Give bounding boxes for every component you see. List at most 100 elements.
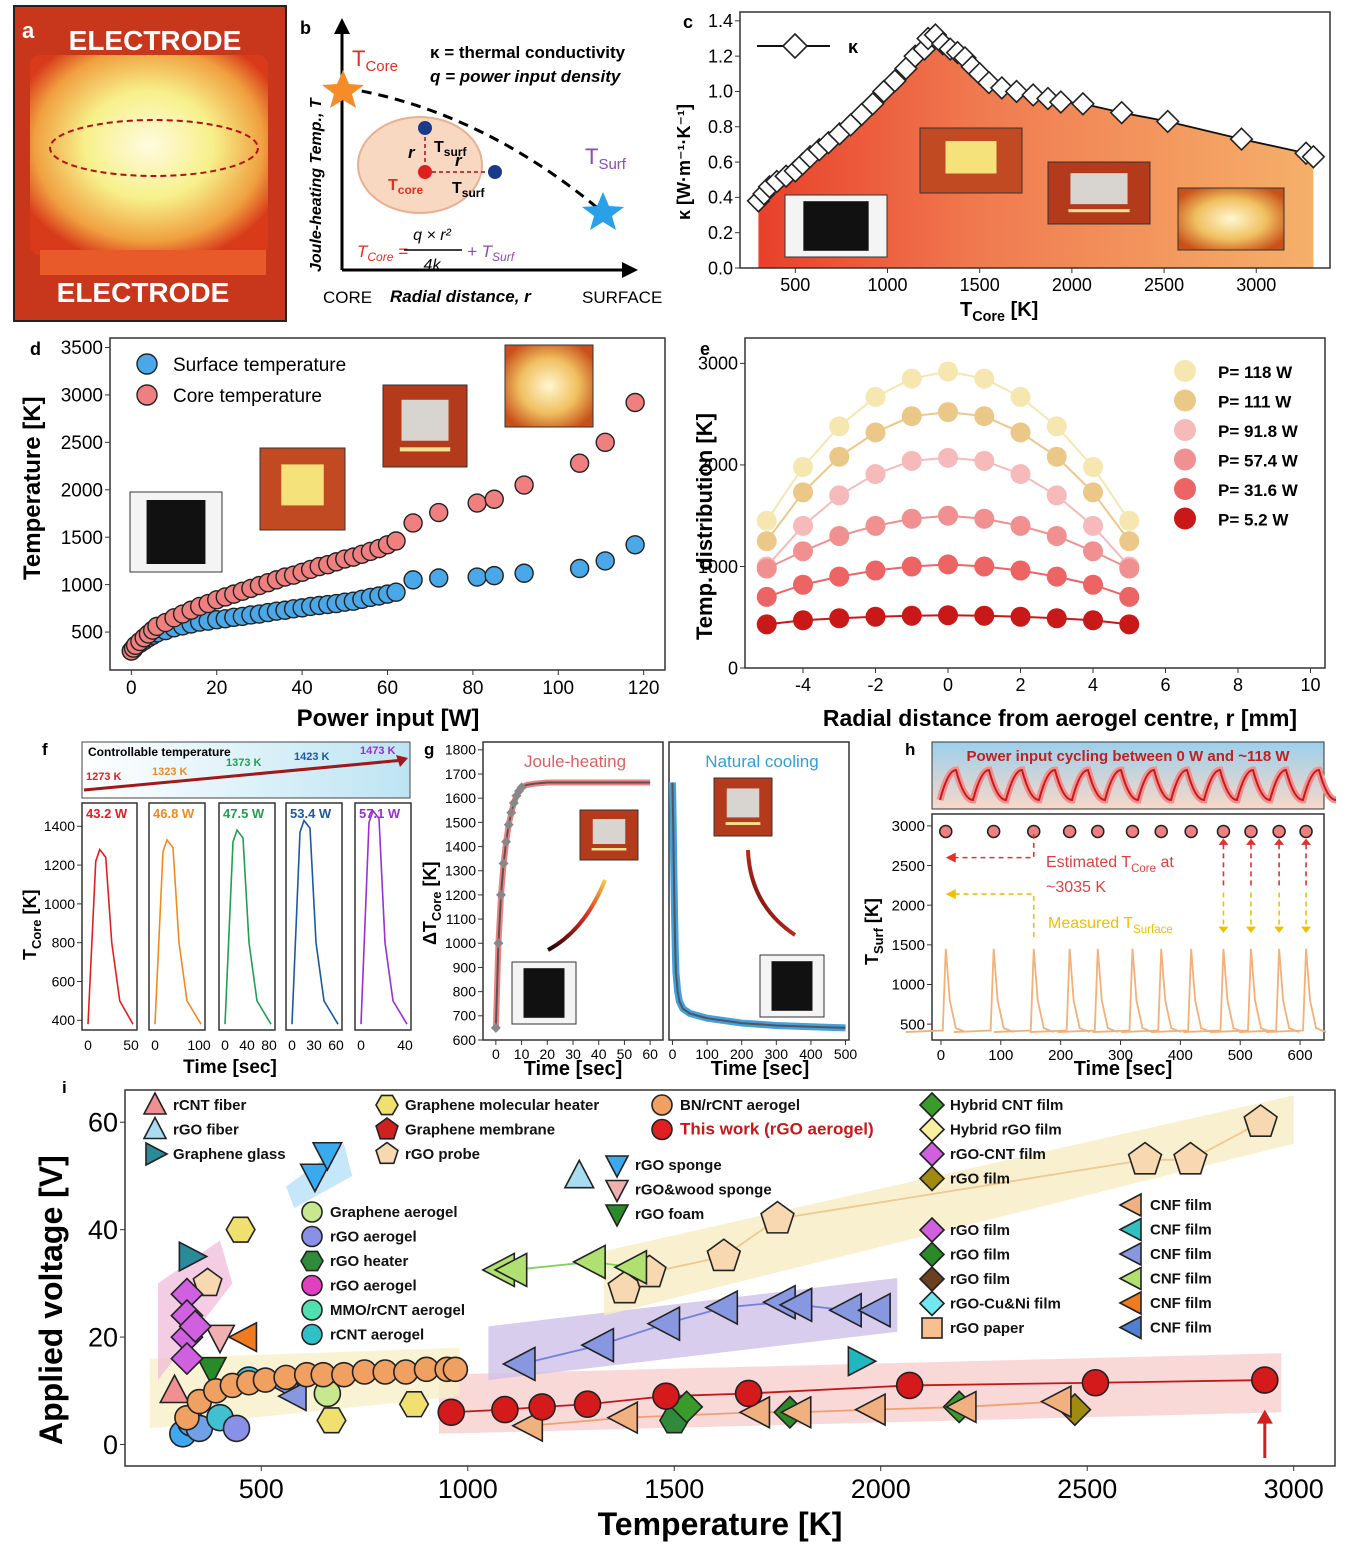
profile-point <box>1010 560 1031 581</box>
profile-point <box>1046 485 1067 506</box>
profile-point <box>1119 614 1140 635</box>
photo-sample <box>1070 173 1128 205</box>
kappa-point <box>1229 127 1254 152</box>
this-work-point <box>491 1395 519 1424</box>
y-tick-label: 1200 <box>44 857 75 873</box>
legend-label-i: BN/rCNT aerogel <box>680 1097 800 1114</box>
cnf-film-point <box>613 1249 648 1286</box>
surface-temp-point <box>484 565 504 586</box>
band-rgo-probe <box>604 1095 1294 1316</box>
core-temp-point <box>514 475 534 495</box>
literature-point <box>225 1216 256 1243</box>
inset-photo-d1 <box>129 491 223 573</box>
plot-frame <box>81 802 138 1031</box>
core-temp-point <box>403 513 423 533</box>
profile-point <box>1010 464 1031 485</box>
x-tick-label: 20 <box>539 1046 555 1062</box>
legend-label-i: CNF film <box>1150 1295 1212 1312</box>
f-xlabel: Time [sec] <box>183 1057 277 1078</box>
legend-marker-e <box>1174 389 1196 412</box>
x-tick-label: 20 <box>206 678 227 699</box>
h-core-point <box>1154 824 1168 839</box>
legend-label-i: rGO film <box>950 1247 1010 1264</box>
h-xlabel: Time [sec] <box>1074 1058 1173 1080</box>
legend-label-i: rGO film <box>950 1222 1010 1239</box>
photo-sample <box>771 961 813 1011</box>
y-tick-label: 0.4 <box>708 188 733 208</box>
x-tick-label: 10 <box>1300 675 1320 695</box>
x-tick-label: 60 <box>642 1046 658 1062</box>
profile-point <box>938 605 958 626</box>
literature-point <box>398 1391 430 1418</box>
literature-point <box>222 1414 251 1443</box>
f-trace <box>360 809 408 1025</box>
h-surf-arrowhead <box>945 889 956 900</box>
profile-point <box>1046 608 1067 629</box>
core-temp-point <box>386 531 406 551</box>
kappa-point <box>1071 91 1095 116</box>
profile-point <box>1046 416 1067 437</box>
x-tick-label: -4 <box>795 675 811 695</box>
literature-point <box>158 1373 191 1404</box>
profile-point <box>865 606 886 627</box>
f-step-label: 1473 K <box>360 745 396 757</box>
heating-point <box>496 889 506 900</box>
x-tick-label: 300 <box>1108 1047 1133 1064</box>
legend-marker-i <box>918 1241 946 1268</box>
x-tick-label: 600 <box>1288 1047 1313 1064</box>
y-tick-label: 600 <box>453 1032 477 1048</box>
profile-point <box>865 515 886 536</box>
f-ramp-arrow <box>83 758 405 792</box>
f-power-label: 57.1 W <box>359 806 401 821</box>
y-tick-label: 1100 <box>446 911 476 927</box>
rgo-film-point <box>778 1287 813 1323</box>
legend-label-i: rGO probe <box>405 1146 480 1163</box>
profile-point <box>901 605 922 626</box>
profile-point <box>1046 566 1067 587</box>
rgo-probe-point <box>1127 1141 1163 1175</box>
legend-marker-i <box>301 1225 323 1248</box>
svg-text:4k: 4k <box>424 257 442 274</box>
surface-temp-point <box>514 563 534 583</box>
y-tick-label: 1000 <box>61 575 103 596</box>
y-tick-label: 20 <box>88 1323 118 1353</box>
y-tick-label: 1300 <box>445 863 476 879</box>
h-estimated-label: Estimated TCore at <box>1046 854 1174 875</box>
panel-a: a ELECTRODE ELECTRODE <box>13 5 287 322</box>
legend-label-core: Core temperature <box>173 386 322 407</box>
legend-marker-i <box>142 1115 168 1140</box>
f-x-tick-label: 40 <box>239 1037 255 1053</box>
heating-point <box>506 807 517 818</box>
y-tick-label: 0.8 <box>708 117 733 137</box>
svg-text:TCore =: TCore = <box>357 242 408 264</box>
x-tick-label: 500 <box>780 275 810 295</box>
h-core-point <box>1125 824 1140 839</box>
y-tick-label: 1400 <box>445 838 476 854</box>
profile-point <box>974 368 995 389</box>
h-surface-trace <box>1029 948 1090 1033</box>
h-measured-label: Measured TSurface <box>1048 915 1173 936</box>
h-core-point <box>1216 824 1231 839</box>
panel-g: Joule-heating Natural cooling600700800900… <box>420 740 857 1080</box>
legend-marker-i <box>651 1118 673 1141</box>
legend-label-i: CNF film <box>1150 1320 1212 1337</box>
f-x-tick-label: 0 <box>288 1037 296 1053</box>
f-power-label: 46.8 W <box>153 806 195 821</box>
panel-label-f: f <box>42 740 48 759</box>
legend-label-i: Hybrid rGO film <box>950 1122 1062 1139</box>
core-temp-point <box>467 493 487 513</box>
literature-point <box>316 1407 347 1434</box>
y-tick-label: 1.4 <box>708 11 733 31</box>
y-tick-label: 0 <box>728 658 738 678</box>
photo-sample <box>803 201 869 251</box>
y-tick-label: 1600 <box>445 790 476 806</box>
kappa-point <box>1109 100 1134 125</box>
profile-point <box>829 608 850 629</box>
y-tick-label: 1.2 <box>708 46 733 66</box>
profile-point <box>1010 422 1031 443</box>
h-core-point <box>1272 824 1286 839</box>
h-ylabel: TSurf [K] <box>862 898 886 965</box>
panel-b: b TCore TSurf κ = thermal conductivity q… <box>300 18 662 307</box>
legend-marker-i <box>604 1155 630 1179</box>
e-ylabel: Temp. distribution [K] <box>692 413 717 640</box>
